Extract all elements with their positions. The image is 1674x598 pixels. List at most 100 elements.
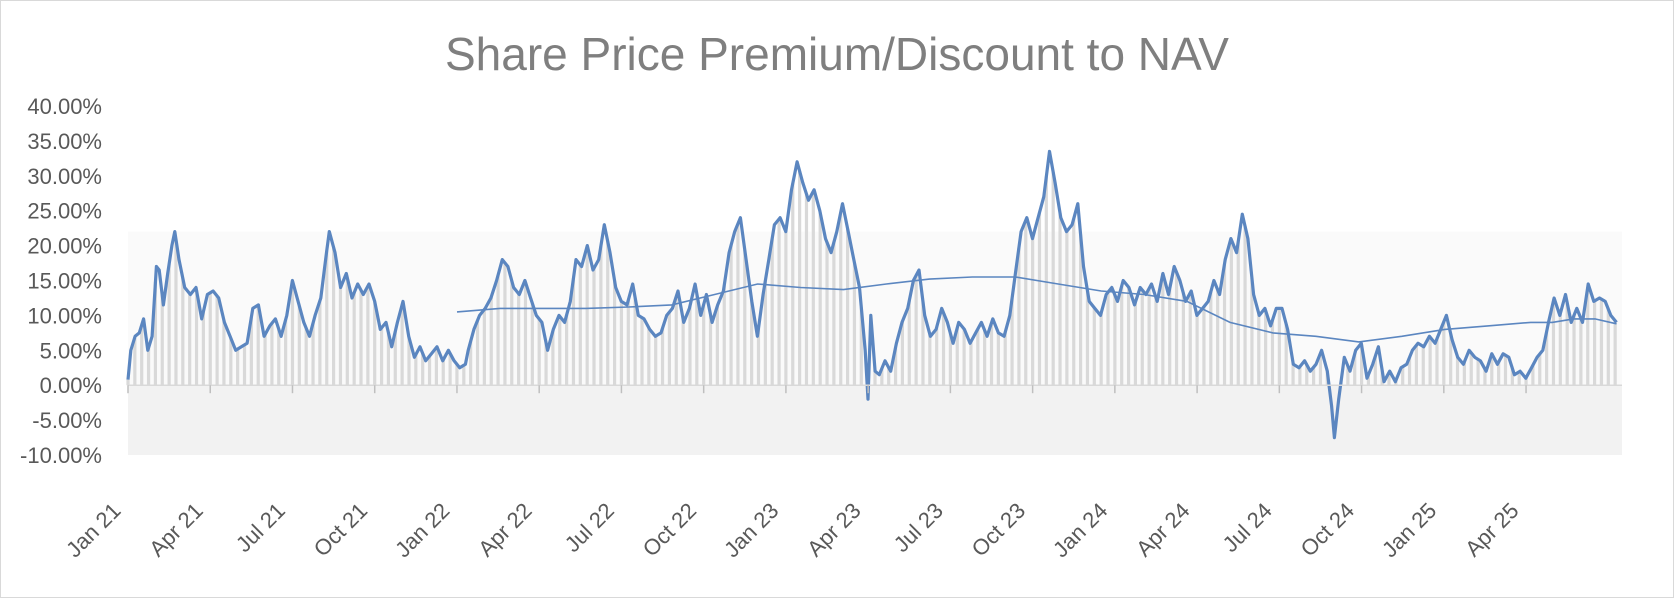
bar bbox=[558, 316, 562, 386]
bar bbox=[893, 347, 898, 386]
bar bbox=[606, 241, 610, 386]
bar bbox=[1126, 287, 1131, 386]
bar bbox=[249, 317, 253, 386]
bar-series bbox=[126, 171, 1617, 386]
bar bbox=[1133, 302, 1138, 386]
bar bbox=[236, 349, 240, 386]
bar bbox=[318, 300, 322, 386]
bar bbox=[1168, 288, 1172, 386]
bar bbox=[1442, 321, 1446, 386]
bar bbox=[900, 321, 905, 386]
bar bbox=[407, 337, 411, 386]
bar bbox=[1579, 318, 1583, 386]
x-tick-label: Apr 22 bbox=[473, 498, 537, 562]
bar bbox=[852, 262, 857, 386]
y-tick-label: 25.00% bbox=[27, 199, 102, 224]
bar bbox=[188, 293, 192, 386]
x-tick-label: Jul 22 bbox=[560, 498, 619, 557]
bar bbox=[1318, 353, 1323, 386]
bar bbox=[777, 218, 781, 386]
bar bbox=[1078, 234, 1083, 386]
bar bbox=[736, 223, 740, 386]
moving-average-line bbox=[456, 276, 1617, 343]
bar bbox=[290, 280, 295, 386]
bar bbox=[1003, 332, 1007, 386]
bar bbox=[839, 212, 843, 386]
bar bbox=[352, 292, 356, 386]
bar bbox=[1277, 308, 1281, 386]
bar bbox=[325, 250, 329, 386]
bar bbox=[825, 242, 829, 386]
bar bbox=[229, 338, 233, 386]
bar bbox=[1483, 369, 1487, 386]
bar bbox=[1312, 367, 1316, 386]
bar bbox=[681, 319, 685, 386]
bar bbox=[455, 364, 459, 386]
y-tick-label: 30.00% bbox=[27, 164, 102, 189]
bar bbox=[482, 309, 486, 386]
bar bbox=[873, 370, 877, 386]
bar bbox=[955, 327, 959, 386]
bar bbox=[667, 312, 672, 386]
bar bbox=[688, 305, 692, 386]
bar bbox=[1551, 300, 1556, 386]
bar bbox=[948, 333, 952, 386]
bar bbox=[599, 245, 603, 386]
x-tick-label: Oct 23 bbox=[967, 498, 1031, 562]
bar bbox=[722, 285, 726, 386]
bar bbox=[791, 183, 795, 386]
bar bbox=[1606, 309, 1610, 386]
bar bbox=[1202, 306, 1206, 386]
bar bbox=[859, 307, 863, 386]
y-tick-label: 20.00% bbox=[27, 234, 102, 259]
bar bbox=[256, 305, 260, 386]
bar bbox=[496, 275, 500, 386]
bar bbox=[421, 353, 425, 386]
bar bbox=[1147, 288, 1151, 386]
bar bbox=[969, 341, 973, 386]
x-tick-label: Jul 21 bbox=[231, 498, 290, 557]
x-tick-label: Jul 23 bbox=[889, 498, 948, 557]
bar bbox=[1414, 345, 1419, 386]
bar bbox=[140, 325, 144, 386]
bar bbox=[743, 249, 747, 386]
bar bbox=[331, 247, 336, 386]
bar bbox=[1572, 315, 1576, 386]
bar bbox=[976, 329, 980, 386]
bar bbox=[1270, 320, 1275, 386]
bar bbox=[1181, 293, 1185, 386]
bar bbox=[489, 297, 493, 386]
bar bbox=[1099, 312, 1103, 386]
bar bbox=[284, 319, 288, 386]
bar bbox=[215, 295, 219, 386]
bar bbox=[1517, 371, 1521, 386]
y-tick-label: 35.00% bbox=[27, 129, 102, 154]
bar bbox=[194, 290, 199, 386]
bar bbox=[414, 354, 418, 386]
bar bbox=[1058, 212, 1062, 386]
bar bbox=[565, 315, 569, 386]
bar bbox=[1106, 292, 1110, 386]
bar bbox=[537, 318, 541, 386]
bar bbox=[983, 330, 987, 386]
bar bbox=[448, 353, 452, 386]
bar bbox=[544, 342, 548, 386]
bar bbox=[1209, 291, 1213, 386]
bar bbox=[619, 301, 624, 386]
bar bbox=[1017, 247, 1021, 386]
x-tick-label: Apr 23 bbox=[802, 498, 866, 562]
bar bbox=[1195, 315, 1199, 386]
y-tick-label: 40.00% bbox=[27, 94, 102, 119]
bar bbox=[1037, 212, 1042, 386]
plot-background bbox=[128, 106, 1622, 455]
bar bbox=[373, 301, 377, 386]
bar bbox=[530, 303, 534, 386]
bar bbox=[160, 295, 164, 386]
bar bbox=[1346, 365, 1350, 386]
bar bbox=[770, 238, 774, 386]
x-tick-label: Jan 21 bbox=[61, 498, 125, 562]
bar bbox=[1435, 338, 1439, 386]
bar bbox=[503, 262, 507, 386]
bar bbox=[1497, 362, 1501, 386]
bar bbox=[1188, 292, 1192, 386]
